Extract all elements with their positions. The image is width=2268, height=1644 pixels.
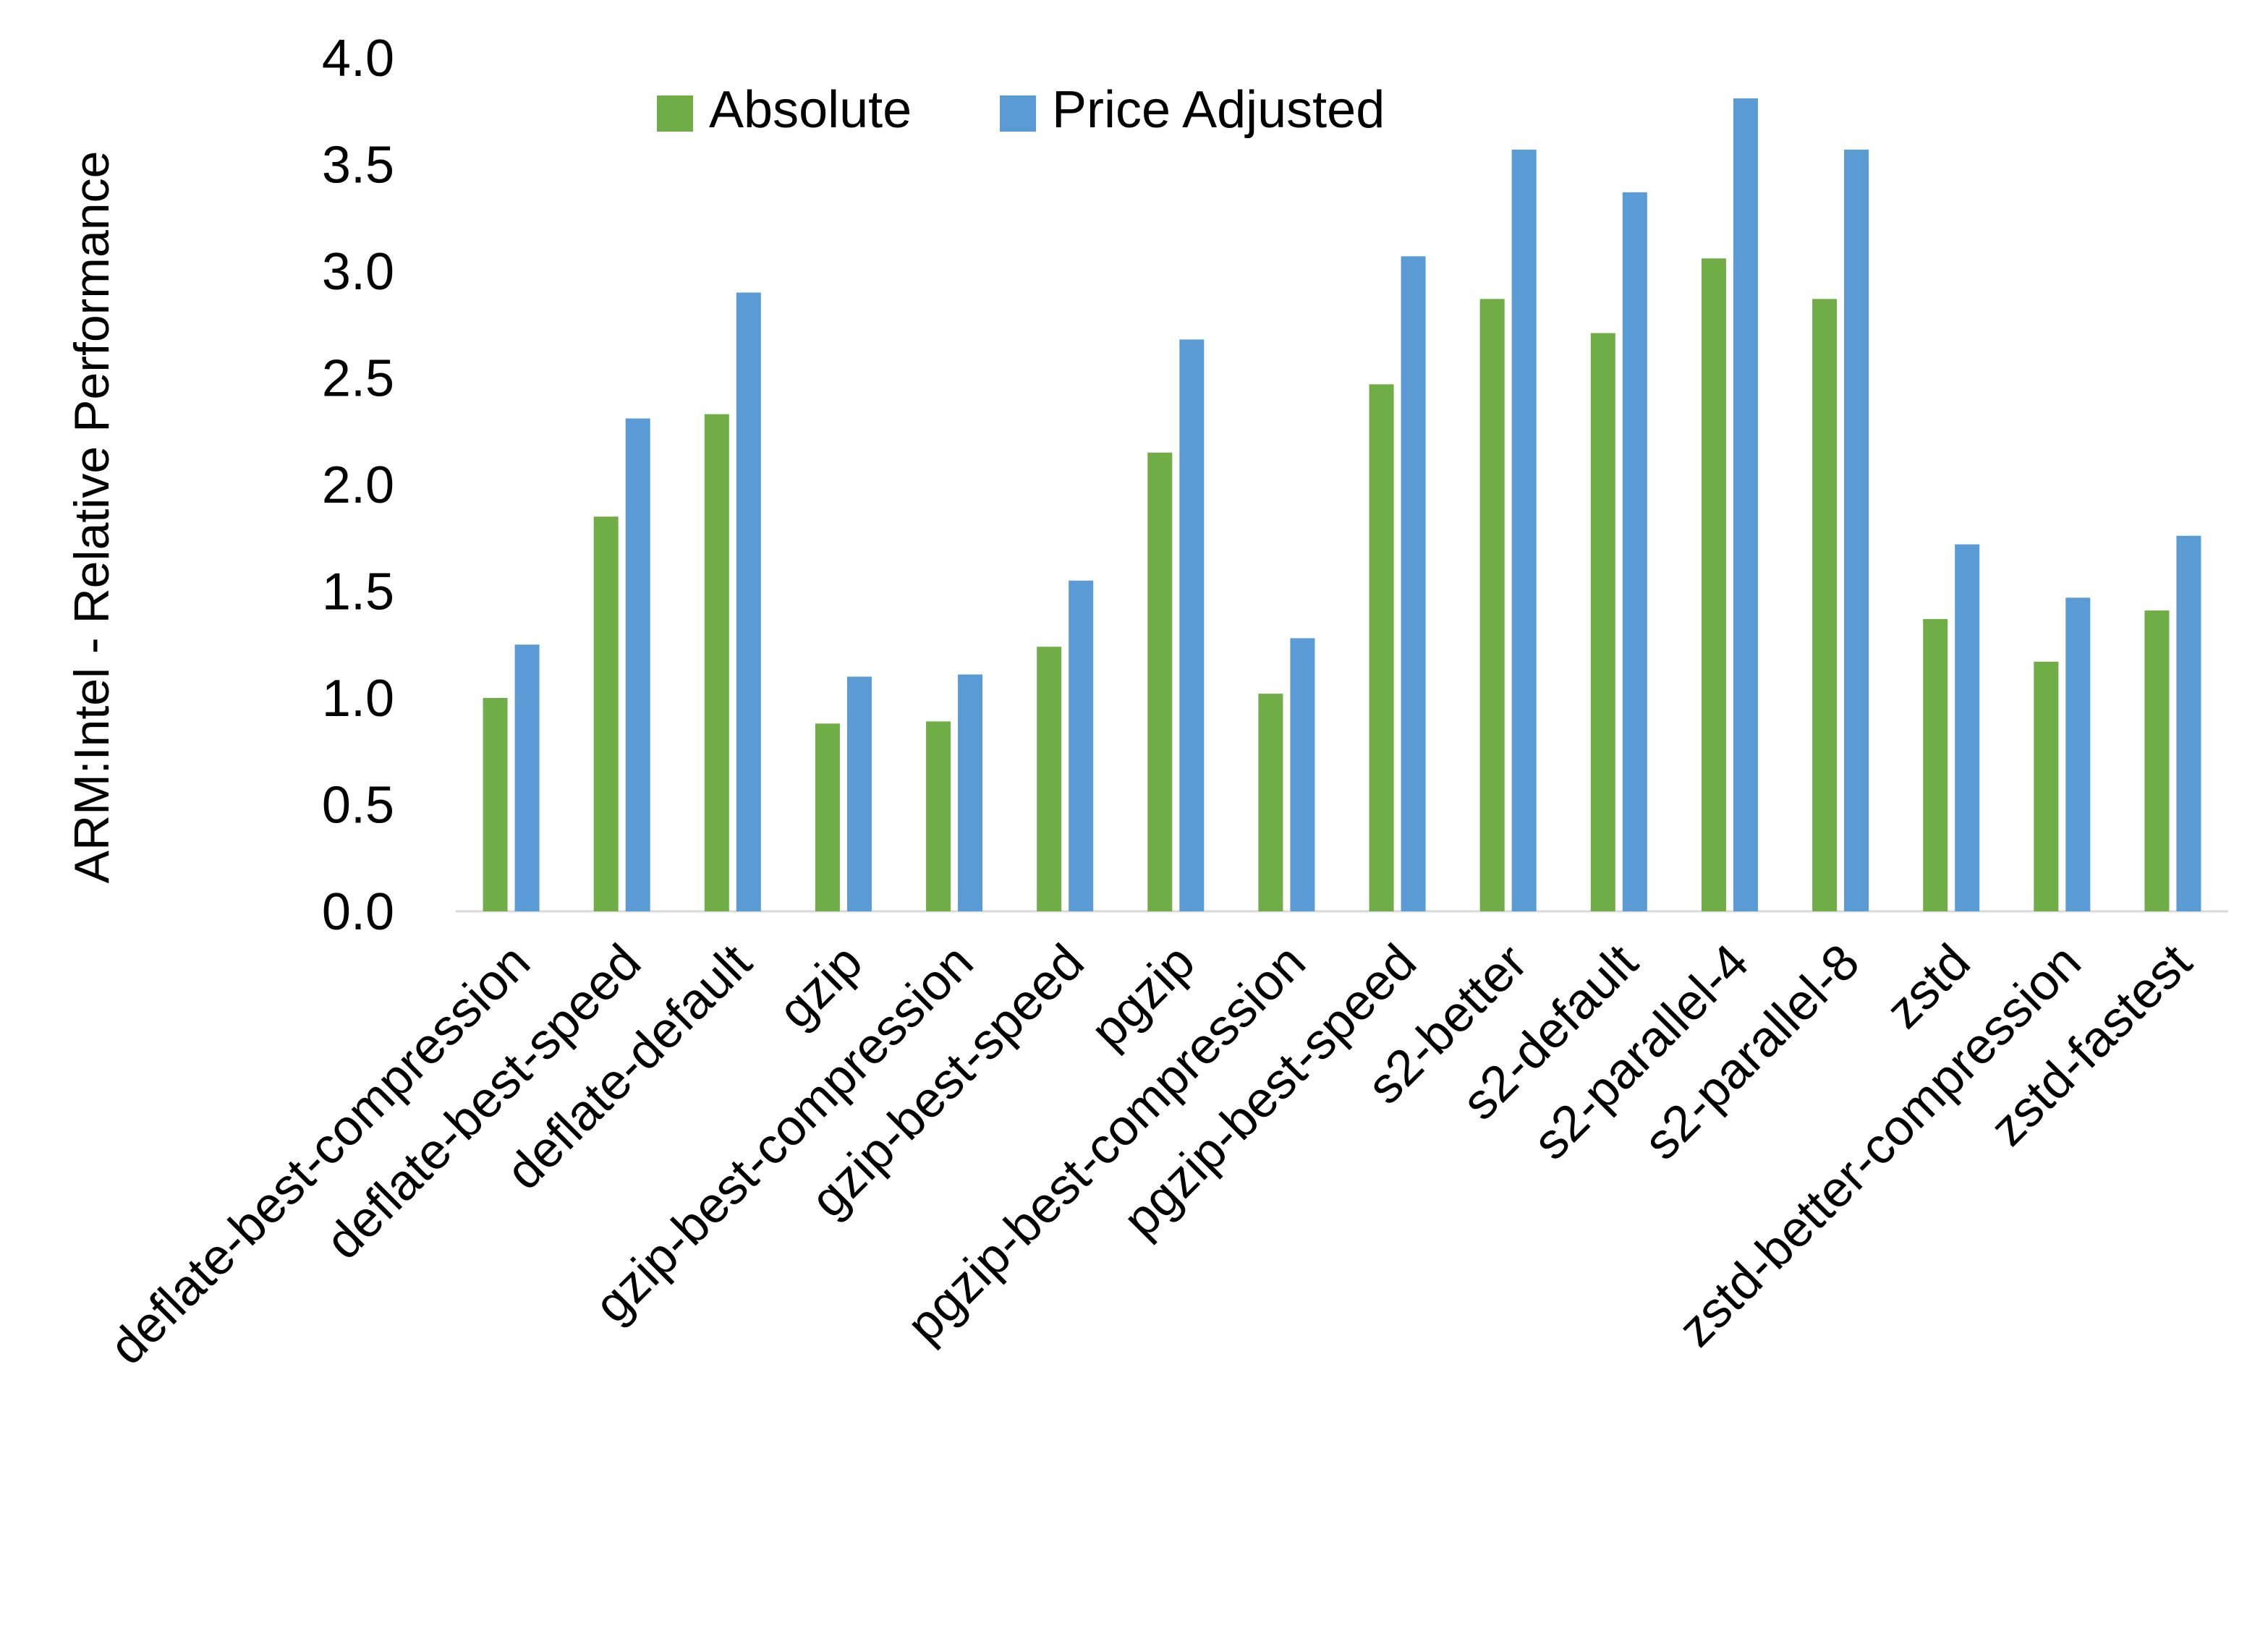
- y-tick-label: 0.0: [322, 883, 394, 941]
- legend-label-price-adjusted: Price Adjusted: [1052, 81, 1385, 139]
- bar-price-adjusted-deflate-default: [736, 292, 761, 911]
- bars: [483, 98, 2201, 912]
- bar-absolute-deflate-best-compression: [483, 698, 508, 911]
- bar-price-adjusted-gzip-best-compression: [958, 674, 983, 911]
- bar-price-adjusted-deflate-best-speed: [625, 418, 650, 911]
- y-tick-label: 1.0: [322, 670, 394, 728]
- bar-absolute-s2-default: [1590, 333, 1615, 911]
- y-tick-label: 4.0: [322, 30, 394, 88]
- legend: Absolute Price Adjusted: [657, 81, 1385, 139]
- bar-absolute-pgzip-best-speed: [1369, 384, 1394, 911]
- y-tick-label: 3.5: [322, 137, 394, 195]
- bar-price-adjusted-zstd: [1955, 544, 1980, 911]
- legend-swatch-price-adjusted: [1000, 95, 1036, 132]
- bar-absolute-gzip-best-speed: [1037, 647, 1062, 911]
- bar-price-adjusted-pgzip-best-speed: [1401, 256, 1426, 912]
- bar-price-adjusted-s2-parallel-8: [1844, 149, 1869, 912]
- bar-price-adjusted-s2-parallel-4: [1733, 98, 1758, 911]
- y-axis-ticks: 0.0 0.5 1.0 1.5 2.0 2.5 3.0 3.5 4.0: [322, 30, 394, 941]
- bar-absolute-gzip-best-compression: [926, 721, 951, 911]
- x-axis-labels: deflate-best-compressiondeflate-best-spe…: [98, 933, 2202, 1375]
- bar-price-adjusted-pgzip-best-compression: [1290, 638, 1315, 911]
- bar-price-adjusted-gzip-best-speed: [1069, 580, 1094, 911]
- y-axis-title: ARM:Intel - Relative Performance: [64, 151, 119, 884]
- y-tick-label: 2.0: [322, 456, 394, 514]
- bar-absolute-pgzip-best-compression: [1258, 694, 1283, 911]
- bar-absolute-pgzip: [1147, 452, 1173, 911]
- bar-price-adjusted-zstd-better-compression: [2065, 597, 2091, 911]
- bar-price-adjusted-s2-better: [1511, 149, 1537, 912]
- bar-absolute-zstd-fastest: [2144, 610, 2170, 911]
- bar-absolute-deflate-default: [704, 414, 729, 911]
- bar-absolute-s2-parallel-4: [1701, 258, 1726, 911]
- bar-price-adjusted-deflate-best-compression: [514, 644, 540, 911]
- x-tick-label: deflate-best-compression: [98, 933, 540, 1375]
- bar-absolute-gzip: [815, 723, 840, 911]
- bar-absolute-zstd-better-compression: [2034, 661, 2059, 911]
- legend-swatch-absolute: [657, 95, 693, 132]
- bar-absolute-s2-parallel-8: [1812, 299, 1838, 912]
- y-tick-label: 0.5: [322, 777, 394, 835]
- bar-absolute-deflate-best-speed: [593, 516, 619, 911]
- bar-absolute-s2-better: [1479, 299, 1505, 912]
- y-tick-label: 1.5: [322, 563, 394, 621]
- y-tick-label: 3.0: [322, 243, 394, 301]
- legend-label-absolute: Absolute: [709, 81, 912, 139]
- bar-price-adjusted-gzip: [846, 676, 872, 911]
- bar-price-adjusted-pgzip: [1179, 339, 1205, 911]
- bar-price-adjusted-s2-default: [1622, 192, 1647, 912]
- bar-absolute-zstd: [1923, 618, 1948, 911]
- bar-price-adjusted-zstd-fastest: [2176, 535, 2201, 911]
- y-tick-label: 2.5: [322, 350, 394, 408]
